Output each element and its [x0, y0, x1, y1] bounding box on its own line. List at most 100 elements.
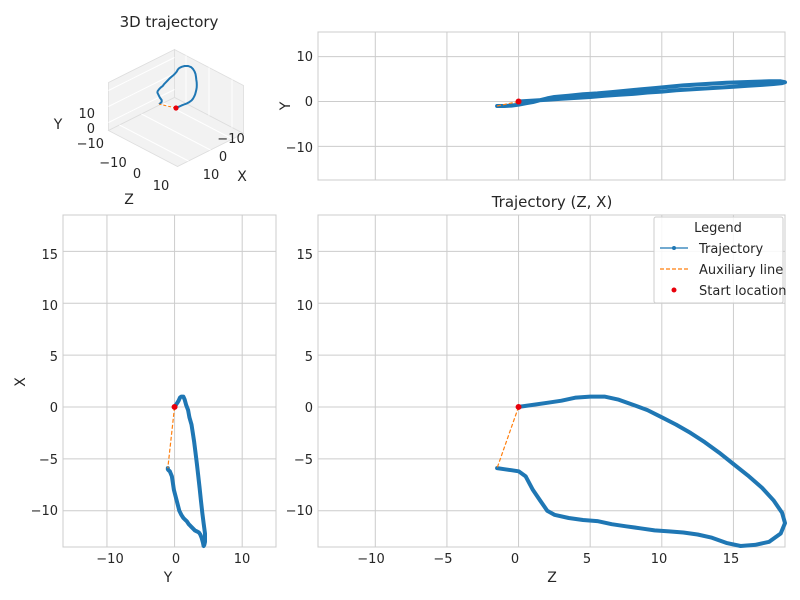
panel-yx-trajectory-point: [199, 498, 203, 502]
panel-zy-trajectory-point: [681, 83, 685, 87]
panel-zx-trajectory-point: [780, 511, 784, 515]
panel-zx-trajectory-point: [674, 422, 678, 427]
panel-zx-trajectory-point: [753, 543, 757, 547]
panel-zy-trajectory-point: [724, 81, 728, 85]
panel-yx-auxiliary-line: [167, 406, 176, 469]
panel-3d-ztick: 10: [153, 179, 170, 194]
panel-zx-ytick: 15: [296, 248, 313, 263]
panel-zy-trajectory-point: [767, 79, 771, 83]
panel-zy-ylabel: Y: [278, 101, 294, 111]
panel-zy-data: [495, 79, 787, 108]
panel-yx-trajectory-point: [196, 473, 200, 478]
panel-3d-ytick: 0: [87, 122, 95, 137]
panel-zx-trajectory-point: [574, 396, 578, 400]
panel-zy-trajectory-point: [595, 91, 599, 96]
panel-zy-trajectory-point: [746, 84, 750, 88]
panel-3d-xlabel: X: [237, 169, 247, 185]
panel-yx-trajectory-point: [191, 526, 195, 530]
panel-zy: 10 0 −10 Y: [278, 31, 787, 181]
panel-yx: −10 0 10 15 10 5 0 −5 −10 Y X: [13, 214, 277, 586]
panel-zy-trajectory-point: [617, 93, 621, 97]
panel-zy-trajectory-point: [531, 100, 535, 104]
legend-trajectory-label: Trajectory: [698, 242, 763, 257]
panel-zy-trajectory-point: [638, 87, 642, 92]
panel-yx-trajectory-point: [192, 440, 196, 444]
panel-zx-xtick: −10: [357, 552, 384, 567]
panel-yx-trajectory-point: [193, 450, 198, 455]
panel-zy-ytick: 10: [296, 50, 313, 65]
panel-zx-trajectory-point: [531, 488, 535, 492]
panel-zy-trajectory-point: [710, 81, 714, 86]
panel-zx-ytick: −5: [294, 453, 313, 468]
panel-zx-trajectory-point: [696, 532, 700, 537]
panel-zx-trajectory-point: [731, 462, 736, 466]
panel-zx-trajectory-point: [703, 440, 707, 444]
panel-yx-trajectory-point: [179, 513, 183, 517]
panel-yx-trajectory-point: [203, 531, 207, 536]
panel-zx-trajectory-point: [531, 403, 535, 407]
panel-3d-axes-box: [107, 48, 245, 167]
panel-zy-trajectory-point: [624, 89, 628, 93]
panel-zy-trajectory-point: [588, 95, 592, 99]
panel-3d-gridline: [141, 113, 211, 151]
panel-yx-trajectory-point: [193, 528, 197, 533]
panel-zy-trajectory-point: [524, 101, 528, 105]
panel-3d-ztick: −10: [99, 156, 126, 171]
panel-zy-trajectory-point: [696, 82, 700, 87]
panel-3d-trajectory: [156, 65, 198, 111]
panel-yx-trajectory-point: [170, 474, 174, 479]
panel-zy-trajectory-point: [674, 88, 678, 92]
panel-zx-ytick: −10: [286, 504, 313, 519]
panel-zx-ytick: 5: [305, 350, 313, 365]
panel-zx-start-point: [515, 403, 522, 410]
panel-zy-trajectory-point: [688, 87, 693, 92]
panel-3d-xtick: 10: [203, 168, 220, 183]
panel-zx-trajectory-point: [738, 544, 743, 548]
panel-3d-gridline: [108, 57, 175, 91]
panel-zx-trajectory-point: [724, 541, 728, 545]
panel-zy-trajectory-point: [738, 80, 743, 84]
legend: Legend Trajectory Auxiliary line Start l…: [653, 216, 786, 304]
panel-yx-trajectory-point: [189, 422, 194, 427]
panel-yx-ylabel: X: [13, 377, 29, 387]
panel-zx-trajectory-point: [760, 486, 764, 490]
panel-3d-gridline: [108, 73, 175, 107]
panel-3d-start-point: [173, 105, 179, 111]
panel-zx-xtick: 15: [723, 552, 740, 567]
legend-start-label: Start location: [699, 284, 786, 299]
panel-yx-trajectory-point: [200, 536, 204, 540]
panel-yx-trajectory-point: [187, 415, 192, 419]
panel-zy-trajectory-point: [645, 90, 650, 95]
panel-zx-auxiliary-line: [496, 406, 520, 469]
panel-yx-ytick: 10: [41, 299, 58, 314]
panel-zx-trajectory-point: [581, 518, 585, 522]
panel-zy-trajectory-point: [660, 90, 664, 94]
panel-yx-trajectory-point: [175, 498, 179, 502]
panel-zx-ytick: 0: [305, 401, 313, 416]
panel-yx-trajectory-point: [187, 522, 191, 526]
panel-zy-start-point: [515, 98, 522, 105]
panel-zx-trajectory-point: [631, 403, 635, 407]
panel-3d-zlabel: Z: [124, 192, 134, 208]
panel-zy-auxiliary-line: [496, 100, 519, 107]
legend-box: [653, 216, 784, 304]
panel-zx-xtick: 0: [511, 552, 519, 567]
panel-3d-xtick: 0: [219, 150, 227, 165]
panel-zx-xtick: 10: [651, 552, 668, 567]
panel-zy-trajectory-point: [653, 86, 657, 90]
panel-zx-trajectory-point: [538, 498, 542, 502]
panel-yx-trajectory-point: [191, 431, 195, 435]
panel-3d-gridline: [119, 124, 189, 162]
panel-zy-trajectory-point: [552, 95, 556, 99]
panel-zx-trajectory-point: [567, 516, 571, 520]
panel-3d-trajectory-line: [156, 65, 198, 109]
panel-yx-trajectory-point: [189, 524, 193, 528]
panel-zy-trajectory-point: [717, 86, 721, 90]
panel-yx-trajectory-point: [184, 403, 188, 407]
panel-3d-auxiliary-line: [159, 103, 177, 109]
panel-yx-trajectory-point: [172, 488, 176, 492]
panel-zy-trajectory-point: [760, 83, 764, 87]
panel-zx-trajectory-point: [638, 526, 642, 530]
panel-3d-title: 3D trajectory: [120, 13, 219, 31]
panel-zx-trajectory-point: [559, 399, 564, 403]
